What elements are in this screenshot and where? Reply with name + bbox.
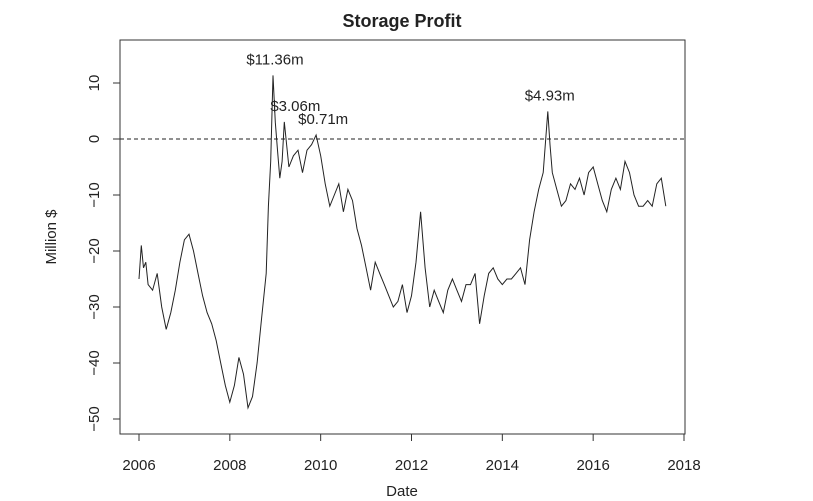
y-axis-label: Million $	[43, 209, 60, 265]
profit-series-line	[138, 75, 667, 410]
x-tick-label: 2008	[213, 457, 246, 474]
y-tick-label: −10	[86, 182, 103, 207]
x-axis: 2006 2008 2010 2012 2014 2016 2018	[122, 433, 701, 474]
x-tick-label: 2012	[395, 457, 428, 474]
y-tick-label: 0	[86, 135, 103, 143]
x-tick-label: 2018	[667, 457, 700, 474]
plot-frame	[119, 39, 686, 435]
annotation-label: $4.93m	[525, 87, 575, 104]
x-tick-label: 2014	[486, 457, 519, 474]
y-tick-label: 10	[86, 75, 103, 92]
annotation-label: $11.36m	[246, 51, 303, 68]
chart-title: Storage Profit	[342, 11, 461, 31]
peak-annotations: $11.36m $3.06m$0.71m $4.93m	[246, 51, 574, 128]
x-tick-label: 2016	[576, 457, 609, 474]
annotation-label: $3.06m	[270, 98, 320, 115]
y-axis: −50 −40 −30 −20 −10 0 10	[86, 75, 121, 432]
y-tick-label: −20	[86, 238, 103, 263]
x-tick-label: 2010	[304, 457, 337, 474]
x-axis-label: Date	[386, 483, 418, 500]
annotation-label: $0.71m	[298, 111, 348, 128]
y-tick-label: −40	[86, 350, 103, 375]
y-tick-label: −30	[86, 294, 103, 319]
x-tick-label: 2006	[122, 457, 155, 474]
y-tick-label: −50	[86, 406, 103, 431]
